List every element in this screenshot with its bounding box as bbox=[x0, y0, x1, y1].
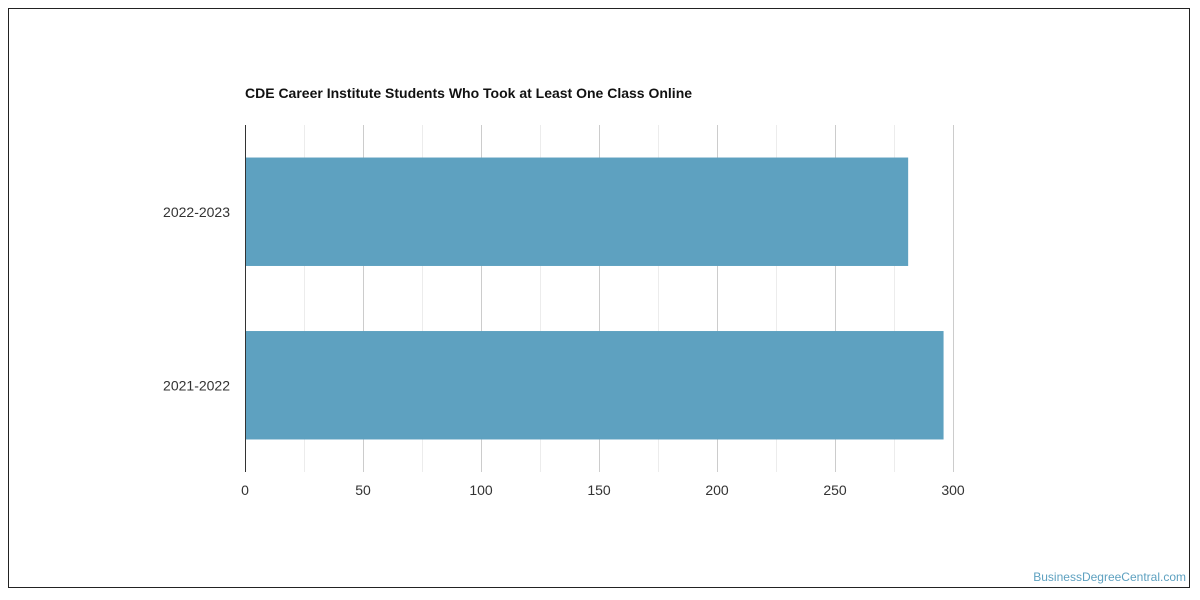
source-credit: BusinessDegreeCentral.com bbox=[1033, 570, 1186, 584]
x-tick-label: 50 bbox=[355, 482, 371, 498]
y-category-label: 2021-2022 bbox=[163, 377, 230, 393]
x-tick-label: 150 bbox=[587, 482, 611, 498]
y-category-label: 2022-2023 bbox=[163, 204, 230, 220]
x-tick-label: 0 bbox=[241, 482, 249, 498]
chart-title: CDE Career Institute Students Who Took a… bbox=[245, 85, 693, 101]
x-tick-label: 100 bbox=[469, 482, 493, 498]
bar bbox=[245, 157, 909, 266]
x-tick-label: 250 bbox=[823, 482, 847, 498]
x-tick-label: 200 bbox=[705, 482, 729, 498]
x-tick-label: 300 bbox=[941, 482, 965, 498]
bar bbox=[245, 331, 944, 440]
